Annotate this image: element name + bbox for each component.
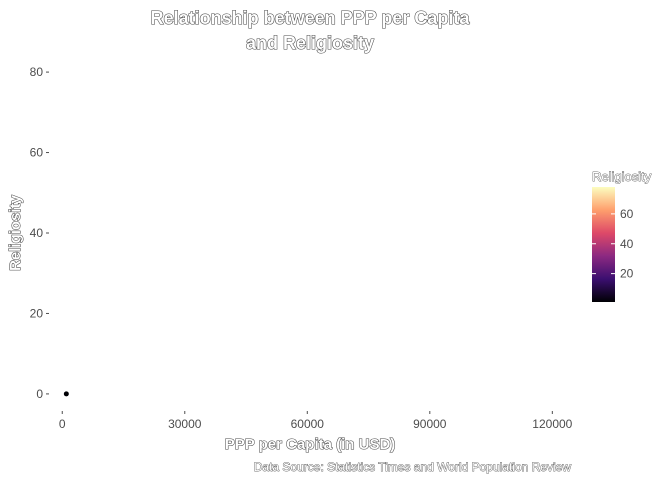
y-axis: 0 20 40 60 80 (30, 65, 49, 401)
x-tick-label: 120000 (532, 417, 572, 431)
color-legend: Religiosity 20 40 60 (592, 169, 652, 302)
y-tick-label: 40 (30, 226, 44, 240)
legend-tick-label: 40 (620, 237, 634, 251)
legend-title: Religiosity (592, 169, 652, 184)
chart-title-line-1: Relationship between PPP per Capita (151, 8, 471, 28)
x-tick-label: 30000 (168, 417, 202, 431)
x-tick-label: 90000 (413, 417, 447, 431)
y-tick-label: 80 (30, 65, 44, 79)
x-axis-label: PPP per Capita (in USD) (225, 436, 396, 453)
data-point (63, 391, 69, 397)
y-tick-label: 60 (30, 146, 44, 160)
x-axis: 0 30000 60000 90000 120000 (59, 411, 573, 431)
legend-colorbar (592, 187, 615, 302)
chart-caption: Data Source: Statistics Times and World … (254, 460, 572, 474)
legend-tick-label: 60 (620, 207, 634, 221)
y-tick-label: 0 (36, 387, 43, 401)
y-tick-label: 20 (30, 306, 44, 320)
chart-title-line-2: and Religiosity (246, 33, 374, 53)
scatter-points (63, 391, 69, 397)
legend-tick-label: 20 (620, 267, 634, 281)
x-tick-label: 0 (59, 417, 66, 431)
x-tick-label: 60000 (291, 417, 325, 431)
y-axis-label: Religiosity (7, 194, 24, 271)
